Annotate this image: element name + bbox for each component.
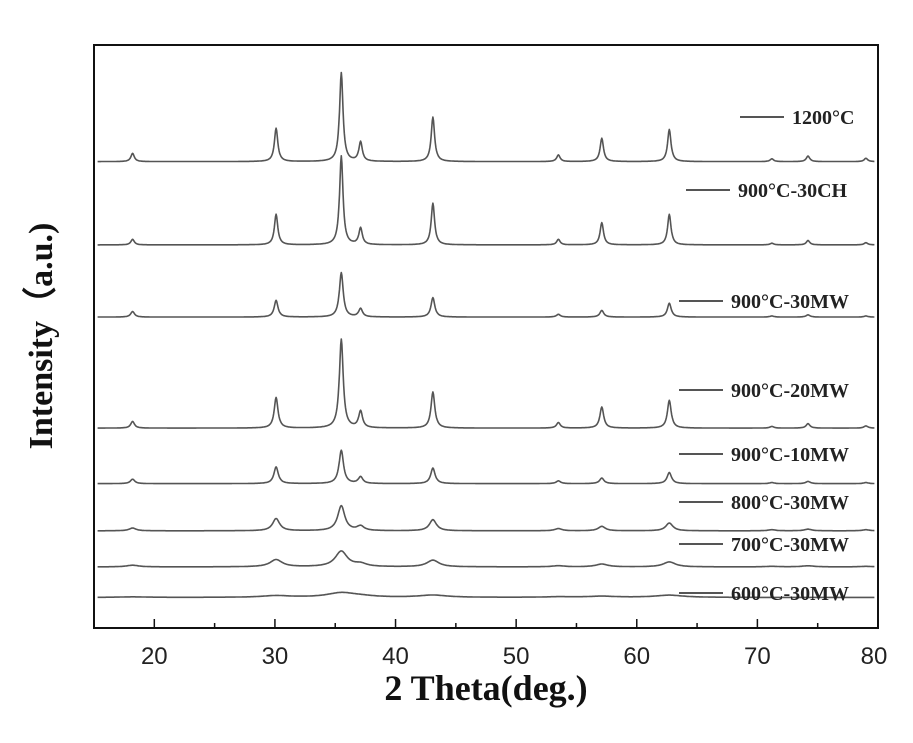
series-line [97, 591, 875, 599]
series-line [97, 504, 875, 532]
series-line [97, 71, 875, 163]
x-tick-label: 50 [503, 643, 530, 670]
x-axis-title: 2 Theta(deg.) [384, 668, 587, 708]
series-line [97, 449, 875, 485]
legend-label: 700°C-30MW [731, 534, 849, 556]
x-tick-label: 80 [861, 643, 888, 670]
legend-label: 900°C-20MW [731, 380, 849, 402]
plot-frame [93, 44, 879, 629]
series-line [97, 338, 875, 429]
series-line [97, 155, 875, 246]
legend-label: 900°C-30CH [738, 180, 848, 202]
legend-label: 900°C-30MW [731, 291, 849, 313]
legend-label: 1200°C [792, 107, 854, 129]
x-tick-label: 20 [141, 643, 168, 670]
legend-label: 600°C-30MW [731, 583, 849, 605]
legend: 1200°C 900°C-30CH 900°C-30MW 900°C-20MW 900°… [679, 107, 854, 605]
x-tick-label: 60 [623, 643, 650, 670]
series-line [97, 271, 875, 318]
x-tick-label: 30 [262, 643, 289, 670]
series-line [97, 550, 875, 568]
x-axis-ticks: 20 30 40 50 60 70 80 [93, 619, 888, 670]
trace-group [97, 71, 875, 599]
legend-label: 800°C-30MW [731, 492, 849, 514]
x-tick-label: 40 [382, 643, 409, 670]
legend-label: 900°C-10MW [731, 444, 849, 466]
x-tick-label: 70 [744, 643, 771, 670]
y-axis-title: Intensity（a.u.) [21, 223, 60, 450]
